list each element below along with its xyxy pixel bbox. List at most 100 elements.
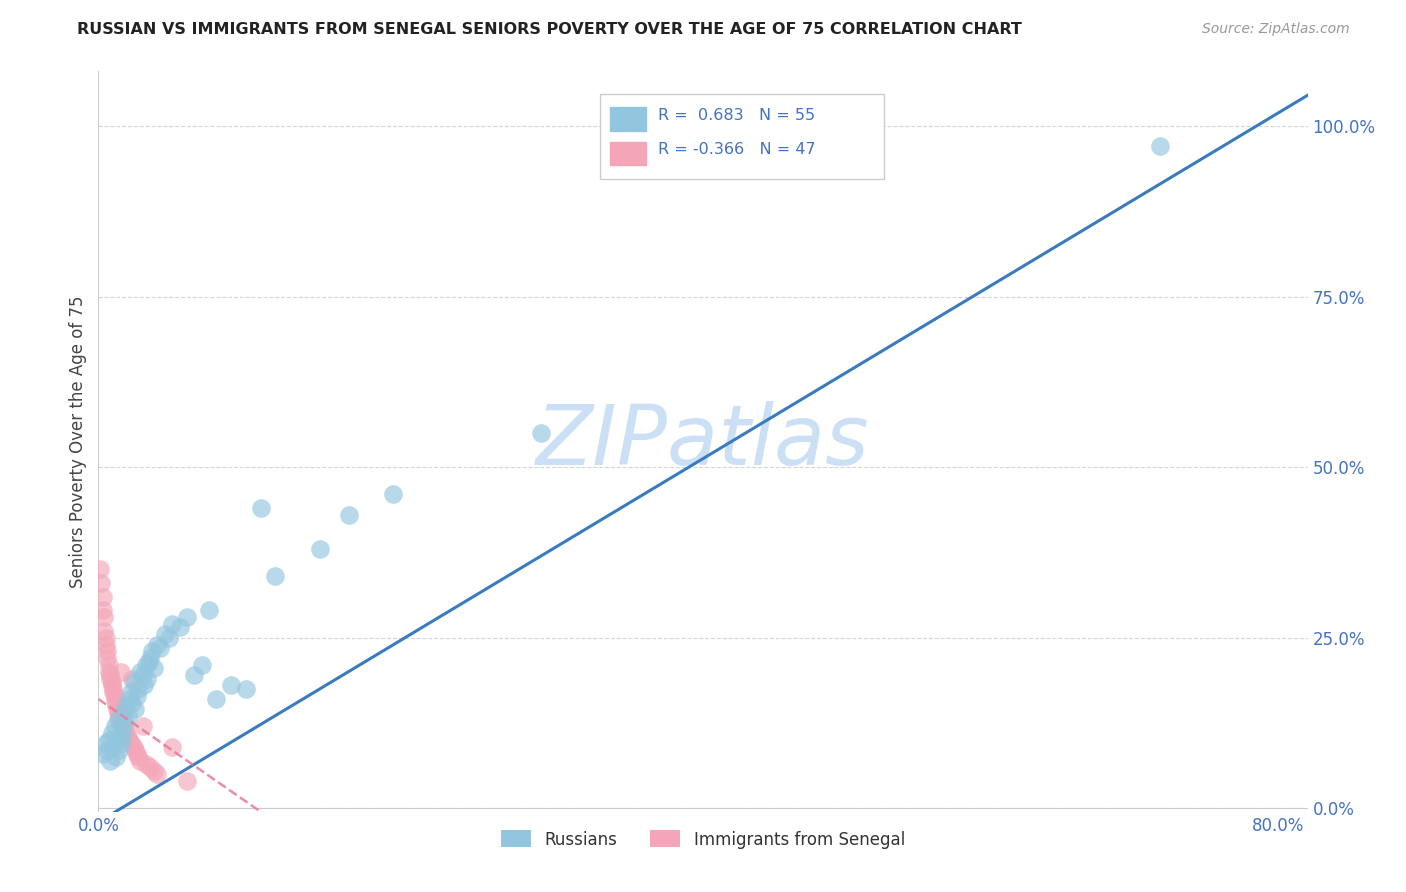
Point	[128, 754, 150, 768]
Point	[153, 627, 176, 641]
Point	[337, 508, 360, 522]
Point	[131, 668, 153, 682]
Point	[198, 603, 221, 617]
Point	[121, 696, 143, 710]
Point	[135, 658, 157, 673]
Point	[98, 754, 121, 768]
Point	[89, 562, 111, 576]
Point	[530, 425, 553, 440]
Bar	[610, 107, 647, 130]
Point	[136, 672, 159, 686]
Text: R =  0.683   N = 55: R = 0.683 N = 55	[658, 108, 815, 122]
Point	[120, 737, 142, 751]
Point	[110, 713, 132, 727]
Point	[108, 709, 131, 723]
Point	[110, 665, 132, 679]
Point	[143, 661, 166, 675]
Point	[118, 692, 141, 706]
Point	[124, 743, 146, 757]
Point	[105, 698, 128, 713]
Point	[160, 617, 183, 632]
Point	[94, 737, 117, 751]
Point	[104, 689, 127, 703]
Point	[138, 655, 160, 669]
Point	[107, 706, 129, 720]
Point	[93, 610, 115, 624]
Point	[101, 739, 124, 754]
Point	[143, 764, 166, 778]
Text: RUSSIAN VS IMMIGRANTS FROM SENEGAL SENIORS POVERTY OVER THE AGE OF 75 CORRELATIO: RUSSIAN VS IMMIGRANTS FROM SENEGAL SENIO…	[77, 22, 1022, 37]
Point	[105, 696, 128, 710]
Bar	[610, 142, 647, 165]
Point	[122, 675, 145, 690]
Point	[90, 576, 112, 591]
Point	[190, 658, 212, 673]
Point	[111, 716, 134, 731]
Point	[125, 689, 148, 703]
Point	[108, 743, 131, 757]
FancyBboxPatch shape	[600, 94, 884, 178]
Point	[125, 747, 148, 761]
Point	[149, 640, 172, 655]
Point	[107, 733, 129, 747]
Point	[101, 681, 124, 696]
Point	[382, 487, 405, 501]
Point	[114, 716, 136, 731]
Point	[104, 719, 127, 733]
Point	[98, 668, 121, 682]
Point	[115, 726, 138, 740]
Point	[120, 685, 142, 699]
Point	[135, 756, 157, 771]
Point	[94, 631, 117, 645]
Point	[115, 698, 138, 713]
Point	[100, 675, 122, 690]
Point	[157, 631, 180, 645]
Point	[101, 685, 124, 699]
Point	[98, 672, 121, 686]
Point	[104, 692, 127, 706]
Point	[107, 713, 129, 727]
Point	[141, 644, 163, 658]
Point	[249, 501, 271, 516]
Point	[183, 668, 205, 682]
Point	[124, 702, 146, 716]
Point	[112, 719, 135, 733]
Y-axis label: Seniors Poverty Over the Age of 75: Seniors Poverty Over the Age of 75	[69, 295, 87, 588]
Point	[139, 760, 162, 774]
Point	[131, 719, 153, 733]
Point	[146, 638, 169, 652]
Point	[112, 706, 135, 720]
Text: ZIPatlas: ZIPatlas	[536, 401, 870, 482]
Point	[114, 723, 136, 737]
Point	[127, 750, 149, 764]
Point	[264, 569, 287, 583]
Point	[91, 747, 114, 761]
Point	[176, 774, 198, 789]
Point	[146, 767, 169, 781]
Text: R = -0.366   N = 47: R = -0.366 N = 47	[658, 142, 815, 157]
Point	[111, 723, 134, 737]
Point	[139, 651, 162, 665]
Point	[97, 665, 120, 679]
Point	[96, 651, 118, 665]
Point	[160, 739, 183, 754]
Point	[127, 681, 149, 696]
Point	[91, 590, 114, 604]
Point	[1149, 139, 1171, 153]
Point	[121, 672, 143, 686]
Point	[107, 702, 129, 716]
Point	[91, 603, 114, 617]
Point	[118, 733, 141, 747]
Point	[94, 638, 117, 652]
Legend: Russians, Immigrants from Senegal: Russians, Immigrants from Senegal	[495, 823, 911, 855]
Point	[96, 644, 118, 658]
Point	[100, 678, 122, 692]
Point	[128, 665, 150, 679]
Point	[97, 658, 120, 673]
Point	[117, 730, 139, 744]
Point	[122, 739, 145, 754]
Point	[93, 624, 115, 638]
Point	[97, 733, 120, 747]
Point	[235, 681, 257, 696]
Point	[134, 678, 156, 692]
